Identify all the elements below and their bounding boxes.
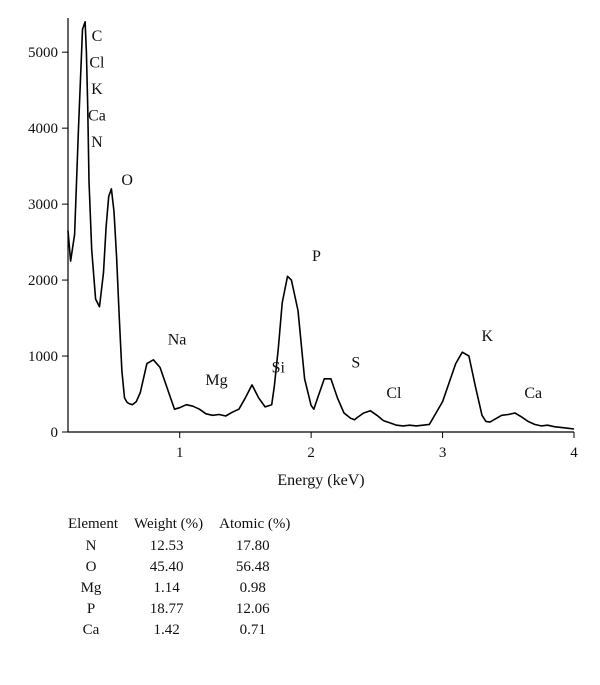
- y-tick-label: 0: [51, 425, 59, 441]
- cell-atomic: 0.98: [239, 580, 266, 596]
- cell-atomic: 17.80: [235, 538, 270, 554]
- table-row: Ca 1.42 0.71: [58, 620, 296, 641]
- x-axis-title: Energy (keV): [277, 472, 364, 489]
- table-row: O 45.40 56.48: [58, 557, 296, 578]
- peak-label-si: Si: [272, 360, 286, 377]
- peak-label-mg: Mg: [205, 372, 227, 389]
- peak-label-k: K: [91, 81, 103, 98]
- cell-element: O: [85, 559, 97, 575]
- composition-table: Element Weight (%) Atomic (%) N 12.53 17…: [58, 512, 296, 641]
- table-row: P 18.77 12.06: [58, 599, 296, 620]
- y-tick-label: 5000: [28, 45, 58, 61]
- cell-weight: 12.53: [149, 538, 184, 554]
- cell-weight: 1.42: [153, 622, 180, 638]
- cell-element: Mg: [80, 580, 102, 596]
- peak-label-na: Na: [168, 332, 187, 349]
- eds-spectrum-chart: 0 1000 2000 3000 4000 5000 1 2 3 4 C Cl K Ca N O Na Mg Si…: [28, 18, 578, 489]
- x-tick-label: 4: [570, 445, 578, 461]
- peak-label-s: S: [351, 354, 360, 371]
- cell-element: P: [86, 601, 96, 617]
- y-tick-label: 2000: [28, 273, 58, 289]
- peak-label-cl: Cl: [89, 54, 105, 71]
- peak-labels: C Cl K Ca N O Na Mg Si P S Cl K Ca: [88, 28, 542, 402]
- cell-atomic: 56.48: [235, 559, 270, 575]
- table-header-row: Element Weight (%) Atomic (%): [58, 512, 296, 536]
- x-tick-label: 1: [176, 445, 184, 461]
- peak-label-ca: Ca: [88, 108, 106, 125]
- cell-element: Ca: [82, 622, 100, 638]
- peak-label-cl: Cl: [386, 385, 402, 402]
- peak-label-ca: Ca: [524, 385, 542, 402]
- chart-axes: [67, 18, 574, 433]
- peak-label-p: P: [312, 248, 321, 265]
- cell-atomic: 0.71: [239, 622, 266, 638]
- cell-weight: 18.77: [149, 601, 184, 617]
- y-tick-label: 3000: [28, 197, 58, 213]
- header-atomic: Atomic (%): [219, 515, 291, 532]
- chart-ticks: 0 1000 2000 3000 4000 5000 1 2 3 4: [28, 45, 578, 461]
- peak-label-o: O: [121, 172, 133, 189]
- y-tick-label: 4000: [28, 121, 58, 137]
- cell-weight: 45.40: [149, 559, 184, 575]
- spectrum-line: [67, 21, 575, 430]
- header-element: Element: [68, 515, 118, 532]
- x-tick-label: 3: [439, 445, 447, 461]
- cell-element: N: [85, 538, 97, 554]
- x-tick-label: 2: [307, 445, 315, 461]
- peak-label-n: N: [91, 134, 103, 151]
- peak-label-k: K: [481, 328, 493, 345]
- header-weight: Weight (%): [133, 515, 204, 532]
- y-tick-label: 1000: [28, 349, 58, 365]
- cell-weight: 1.14: [153, 580, 180, 596]
- table-row: Mg 1.14 0.98: [58, 578, 296, 599]
- peak-label-c: C: [92, 28, 103, 45]
- cell-atomic: 12.06: [235, 601, 270, 617]
- table-row: N 12.53 17.80: [58, 536, 296, 557]
